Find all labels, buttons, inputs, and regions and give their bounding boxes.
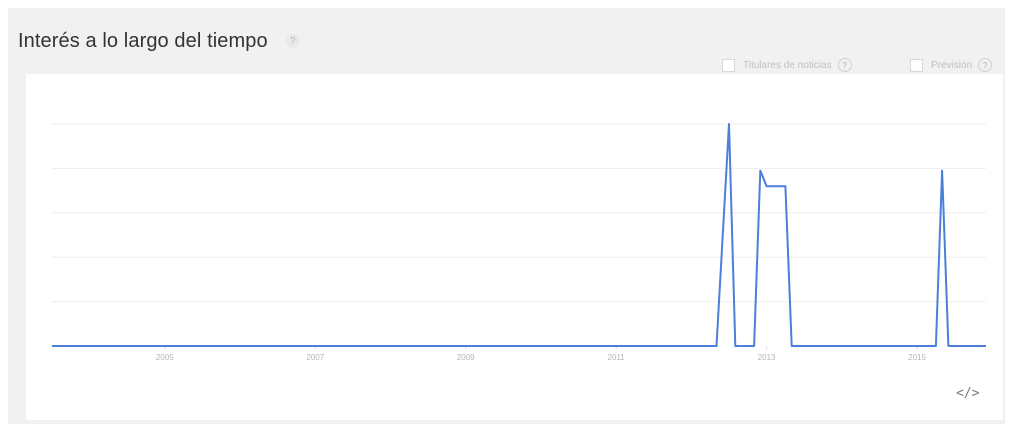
x-tick-label: 2015 — [908, 353, 926, 362]
forecast-help-icon[interactable]: ? — [978, 58, 993, 72]
help-icon[interactable]: ? — [285, 34, 300, 48]
news-headlines-label: Titulares de noticias — [743, 59, 832, 71]
chart-card — [26, 74, 1003, 420]
chart-series — [52, 123, 986, 347]
forecast-option[interactable]: Previsión ? — [910, 58, 993, 72]
news-headlines-option[interactable]: Titulares de noticias ? — [722, 58, 852, 72]
x-axis-ticks: 2005 2007 2009 2011 2013 2015 — [156, 346, 926, 362]
chart-gridlines — [52, 123, 986, 303]
x-tick-label: 2007 — [306, 353, 324, 362]
x-tick-label: 2009 — [457, 353, 475, 362]
forecast-label: Previsión — [931, 59, 973, 71]
x-tick-label: 2005 — [156, 353, 174, 362]
panel-title: Interés a lo largo del tiempo — [18, 29, 268, 52]
embed-code-button[interactable]: </> — [956, 386, 980, 401]
news-headlines-checkbox[interactable] — [722, 58, 735, 72]
news-headlines-help-icon[interactable]: ? — [837, 58, 852, 72]
x-tick-label: 2011 — [608, 353, 626, 362]
forecast-checkbox[interactable] — [910, 58, 923, 72]
panel-header: Interés a lo largo del tiempo ? — [18, 26, 300, 56]
x-tick-label: 2013 — [758, 353, 776, 362]
series-line — [52, 123, 986, 347]
